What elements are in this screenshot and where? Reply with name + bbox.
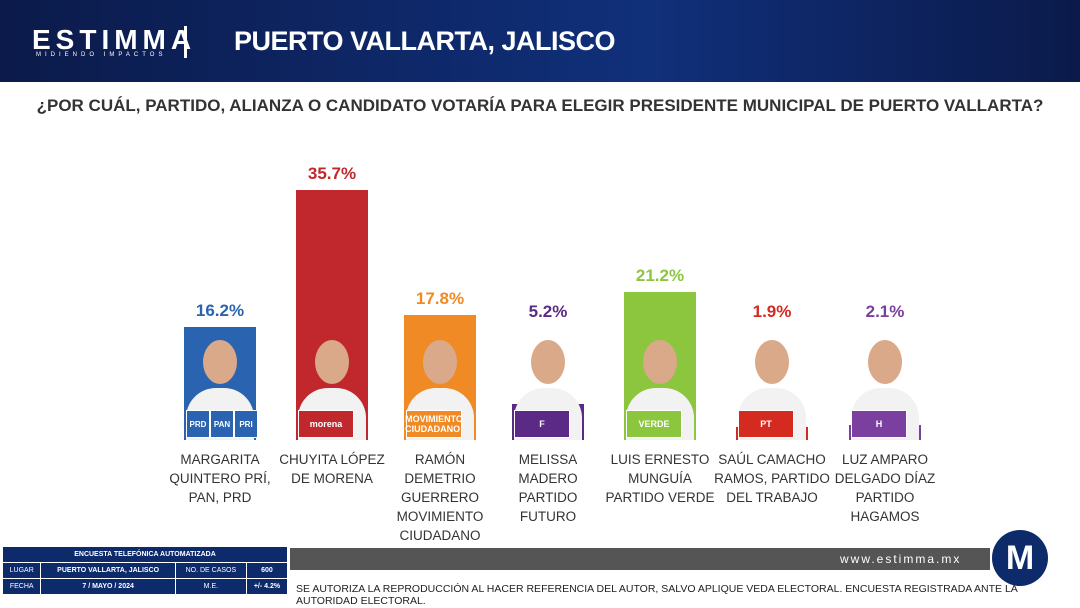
category-label: SAÚL CAMACHO RAMOS, PARTIDO DEL TRABAJO (714, 452, 830, 505)
value-label: 17.8% (415, 289, 465, 309)
survey-title: ENCUESTA TELEFÓNICA AUTOMATIZADA (2, 546, 288, 563)
logo: M (992, 530, 1048, 586)
tagline: MIDIENDO IMPACTOS (36, 52, 167, 58)
photo-head (643, 340, 677, 384)
party-logo: VERDE (626, 410, 682, 438)
separator (184, 26, 187, 58)
party-logo: PRD (186, 410, 210, 438)
party-logo: H (851, 410, 907, 438)
chart-title: ¿POR CUÁL, PARTIDO, ALIANZA O CANDIDATO … (36, 96, 1044, 115)
value-label: 16.2% (195, 300, 245, 320)
category-label: CHUYITA LÓPEZ DE MORENA (279, 452, 385, 486)
party-logo: PRI (234, 410, 258, 438)
party-logo: F (514, 410, 570, 438)
category-label: MARGARITA QUINTERO PRÍ, PAN, PRD (169, 452, 271, 505)
cell: LUGAR (1, 562, 42, 579)
footer-bar (290, 548, 990, 570)
cell: M.E. (174, 578, 247, 595)
cell: FECHA (1, 578, 42, 595)
photo-head (315, 340, 349, 384)
photo-head (868, 340, 902, 384)
brand: ESTIMMA (32, 24, 197, 55)
value-label: 35.7% (307, 164, 357, 184)
photo-head (203, 340, 237, 384)
cell: 7 / MAYO / 2024 (40, 578, 176, 595)
value-label: 2.1% (865, 302, 905, 321)
category-label: LUIS ERNESTO MUNGUÍA PARTIDO VERDE (605, 452, 715, 505)
disclaimer: SE AUTORIZA LA REPRODUCCIÓN AL HACER REF… (296, 583, 1018, 607)
category-label: RAMÓN DEMETRIO GUERRERO MOVIMIENTO CIUDA… (396, 452, 484, 543)
category-label: MELISSA MADERO PARTIDO FUTURO (518, 452, 578, 524)
photo-head (531, 340, 565, 384)
photo-head (423, 340, 457, 384)
plot: PRD PAN PRI 16.2% MARGARITA QUINTERO PRÍ, PA… (169, 164, 936, 543)
party-logo: morena (298, 410, 354, 438)
cell: +/- 4.2% (245, 578, 289, 595)
value-label: 1.9% (752, 302, 792, 321)
website: www.estimma.mx (840, 552, 962, 566)
value-label: 5.2% (528, 302, 568, 321)
category-label: LUZ AMPARO DELGADO DÍAZ PARTIDO HAGAMOS (834, 452, 936, 524)
cell: 600 (245, 562, 289, 579)
party-logo: MOVIMIENTO CIUDADANO (405, 410, 463, 438)
photo-head (755, 340, 789, 384)
party-logo: PT (738, 410, 794, 438)
cell: PUERTO VALLARTA, JALISCO (40, 562, 176, 579)
value-label: 21.2% (635, 265, 685, 285)
header (0, 0, 1080, 82)
cell: NO. DE CASOS (174, 562, 247, 579)
location: PUERTO VALLARTA, JALISCO (234, 26, 616, 56)
survey-table: ENCUESTA TELEFÓNICA AUTOMATIZADA LUGAR PU… (1, 546, 289, 595)
party-logo: PAN (210, 410, 234, 438)
